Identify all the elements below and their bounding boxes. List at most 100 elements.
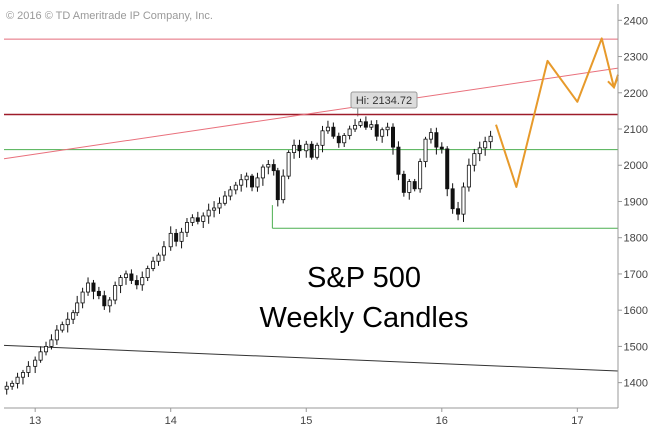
candle-body	[107, 299, 112, 307]
y-tick-label: 1900	[624, 196, 648, 208]
copyright-text: © 2016 © TD Ameritrade IP Company, Inc.	[6, 10, 213, 22]
projection-layer	[495, 37, 619, 188]
candle-body	[439, 146, 444, 150]
candle-body	[10, 382, 15, 387]
y-tick-label: 2200	[624, 88, 648, 100]
trendline	[3, 344, 619, 372]
candle-body	[347, 128, 352, 136]
candle-body	[260, 166, 265, 179]
candle-body	[358, 121, 363, 126]
candle-body	[292, 144, 297, 153]
candle-body	[244, 175, 249, 181]
candle-body	[325, 126, 330, 132]
x-tick-label: 17	[571, 415, 583, 427]
candle-body	[4, 385, 9, 390]
candle-body	[445, 148, 450, 190]
chart-title-line1: S&P 500	[307, 262, 421, 294]
candle-body	[96, 290, 101, 297]
candle-body	[456, 208, 461, 215]
y-tick-label: 2100	[624, 124, 648, 136]
candle-body	[222, 195, 227, 204]
candle-body	[250, 175, 255, 188]
y-tick-label: 1700	[624, 269, 648, 281]
trendline	[3, 67, 619, 160]
title-layer: S&P 500 Weekly Candles	[259, 262, 468, 334]
candle-body	[179, 231, 184, 242]
x-tick-label: 15	[300, 415, 312, 427]
candle-body	[374, 124, 379, 137]
candle-body	[369, 124, 374, 128]
candle-body	[129, 273, 134, 281]
projection-path	[495, 37, 619, 188]
candle-body	[217, 202, 222, 209]
candle-body	[60, 324, 65, 331]
candle-body	[168, 232, 173, 248]
candle-body	[239, 179, 244, 186]
projection-arrowhead	[607, 78, 618, 90]
y-tick-label: 1600	[624, 305, 648, 317]
chart-title-line2: Weekly Candles	[259, 302, 468, 334]
candle-body	[38, 351, 43, 361]
candle-body	[145, 268, 150, 278]
candle-body	[184, 222, 189, 233]
candle-body	[428, 132, 433, 140]
candle-body	[156, 254, 161, 262]
y-tick-label: 2300	[624, 52, 648, 64]
candle-body	[353, 124, 358, 130]
y-tick-label: 1800	[624, 233, 648, 245]
candle-body	[174, 232, 179, 242]
reference-lines-layer	[3, 38, 619, 372]
candle-body	[418, 161, 423, 190]
candle-body	[396, 146, 401, 175]
candle-body	[190, 217, 195, 223]
candle-body	[201, 215, 206, 222]
copyright-layer: © 2016 © TD Ameritrade IP Company, Inc.	[6, 10, 213, 22]
candle-body	[134, 280, 139, 286]
candle-body	[65, 318, 70, 326]
candle-body	[450, 188, 455, 210]
candle-body	[113, 285, 118, 301]
candle-body	[363, 121, 368, 128]
x-tick-label: 14	[165, 415, 177, 427]
candle-body	[49, 339, 54, 347]
candle-body	[75, 302, 80, 314]
candle-body	[309, 143, 314, 158]
candle-body	[315, 144, 320, 158]
candle-body	[488, 135, 493, 143]
candle-body	[466, 164, 471, 188]
candle-body	[401, 173, 406, 193]
candle-body	[118, 277, 123, 286]
candle-body	[102, 295, 107, 307]
candles-layer	[4, 116, 493, 395]
candle-body	[33, 359, 38, 367]
candle-body	[26, 365, 31, 373]
x-tick-label: 16	[436, 415, 448, 427]
candle-body	[20, 372, 25, 378]
candle-body	[151, 260, 156, 269]
y-tick-label: 1400	[624, 378, 648, 390]
candle-body	[195, 217, 200, 222]
x-tick-label: 13	[29, 415, 41, 427]
annotation-layer: Hi: 2134.72	[350, 91, 418, 109]
candle-body	[233, 184, 238, 191]
candle-body	[255, 177, 260, 188]
candle-body	[212, 207, 217, 211]
candle-body	[331, 126, 336, 137]
candle-body	[271, 164, 276, 172]
high-annotation-label: Hi: 2134.72	[356, 95, 412, 107]
candle-body	[123, 273, 128, 278]
candle-body	[461, 186, 466, 215]
candle-body	[275, 170, 280, 201]
candle-body	[266, 164, 271, 168]
candle-body	[15, 376, 20, 384]
candle-body	[161, 246, 166, 256]
candle-body	[483, 141, 488, 149]
candle-body	[385, 126, 390, 131]
candle-body	[434, 132, 439, 148]
candle-body	[228, 189, 233, 197]
candle-body	[71, 312, 76, 320]
high-annotation-box	[350, 91, 418, 109]
y-tick-label: 1500	[624, 341, 648, 353]
candle-body	[80, 291, 85, 304]
